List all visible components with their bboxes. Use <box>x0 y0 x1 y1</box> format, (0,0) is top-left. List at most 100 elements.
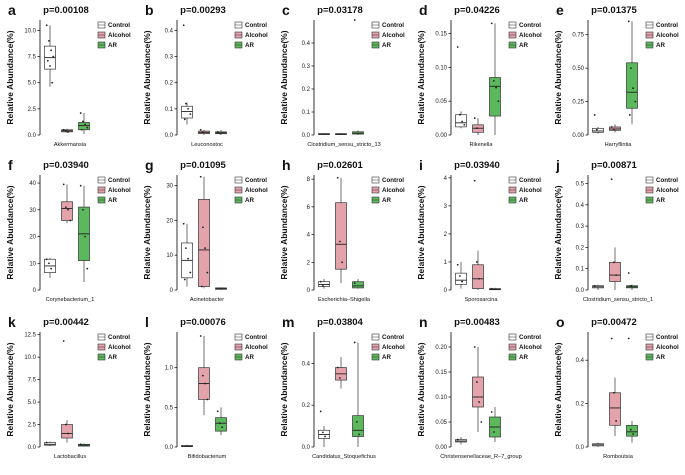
data-point <box>182 222 185 225</box>
y-tick-label: 0 <box>33 288 37 294</box>
legend-label-control: Control <box>656 177 678 184</box>
legend-label-alcohol: Alcohol <box>245 32 268 39</box>
data-point <box>339 240 341 243</box>
y-tick-label: 0.1 <box>576 267 585 273</box>
data-point <box>478 277 480 280</box>
data-point <box>199 175 202 178</box>
data-point <box>490 22 493 25</box>
data-point <box>613 261 615 264</box>
y-tick-label: 0.4 <box>576 203 585 209</box>
y-axis-label: Relative Abundance(%) <box>279 342 289 436</box>
legend-label-ar: AR <box>382 354 391 361</box>
data-point <box>630 428 632 431</box>
box-control <box>181 105 193 119</box>
x-axis-label: Harryflintia <box>605 142 633 148</box>
x-axis-label: Bifidobacterium <box>188 454 227 460</box>
y-tick-label: 4 <box>307 233 311 239</box>
data-point <box>65 423 67 426</box>
data-point <box>353 19 356 21</box>
data-point <box>219 422 221 425</box>
data-point <box>84 123 86 126</box>
y-tick-label: 0.00 <box>572 133 584 139</box>
panel-letter: b <box>145 2 154 18</box>
p-value-title: p=0.01095 <box>180 160 226 171</box>
data-point <box>476 127 478 130</box>
y-tick-label: 0.10 <box>435 65 447 71</box>
p-value-title: p=0.03940 <box>454 160 500 171</box>
y-tick-label: 0.1 <box>165 107 174 113</box>
panel-m: m p=0.03804 Relative Abundance(%) 0.0 0.2 0.4… <box>279 314 405 460</box>
legend-label-control: Control <box>108 177 130 184</box>
y-tick-label: 8 <box>307 177 311 183</box>
data-point <box>183 278 186 281</box>
y-axis-label: Relative Abundance(%) <box>279 30 289 124</box>
data-point <box>476 261 478 263</box>
data-point <box>86 126 89 129</box>
data-point <box>45 441 48 444</box>
legend-label-alcohol: Alcohol <box>245 187 268 194</box>
data-point <box>322 431 324 434</box>
data-point <box>596 128 598 131</box>
y-axis-label: Relative Abundance(%) <box>5 342 15 436</box>
legend-label-ar: AR <box>519 197 528 204</box>
data-point <box>634 100 637 103</box>
y-tick-label: 0.3 <box>576 224 585 230</box>
x-axis-label: Akkermansia <box>54 142 87 148</box>
y-axis-label: Relative Abundance(%) <box>142 30 152 124</box>
box-ar <box>626 424 638 437</box>
data-point <box>356 421 358 423</box>
data-point <box>459 113 461 116</box>
y-tick-label: 0.3 <box>165 55 174 61</box>
data-point <box>476 381 478 383</box>
legend-label-alcohol: Alcohol <box>245 344 268 351</box>
data-point <box>185 102 187 105</box>
data-point <box>324 435 326 438</box>
x-axis-label: Leuconostoc <box>191 142 223 148</box>
data-point <box>319 410 322 413</box>
data-point <box>456 263 459 266</box>
data-point <box>80 128 83 131</box>
p-value-title: p=0.03178 <box>317 5 363 16</box>
p-value-title: p=0.03940 <box>43 160 89 171</box>
x-axis-label: Christensenellaceae_R–7_group <box>440 454 521 460</box>
legend-label-ar: AR <box>519 354 528 361</box>
data-point <box>459 275 461 277</box>
data-point <box>67 432 69 435</box>
legend-label-alcohol: Alcohol <box>656 32 679 39</box>
y-tick-label: 0.0 <box>302 133 311 139</box>
legend-label-control: Control <box>245 177 267 184</box>
data-point <box>610 126 613 128</box>
p-value-title: p=0.04226 <box>454 5 500 16</box>
y-tick-label: 2 <box>307 260 311 266</box>
x-axis-label: Corynebacterium_1 <box>46 297 95 303</box>
y-tick-label: 0.5 <box>165 405 174 411</box>
legend-label-control: Control <box>245 22 267 29</box>
x-axis-label: Clostridium_sensu_stricto_1 <box>583 297 653 303</box>
data-point <box>336 176 339 179</box>
data-point <box>206 271 209 274</box>
panel-k: k p=0.00442 Relative Abundance(%) 0.0 2.5 5.0… <box>5 314 131 460</box>
legend-label-ar: AR <box>245 354 254 361</box>
data-point <box>613 391 615 394</box>
legend-label-control: Control <box>382 22 404 29</box>
y-axis-label: Relative Abundance(%) <box>416 30 426 124</box>
y-tick-label: 0.1 <box>302 110 311 116</box>
legend-label-alcohol: Alcohol <box>656 344 679 351</box>
y-tick-label: 0.0 <box>28 133 37 139</box>
data-point <box>84 235 86 238</box>
y-tick-label: 3 <box>444 204 448 210</box>
panel-a: a p=0.00108 Relative Abundance(%) 0.0 2.5 5.0… <box>5 2 131 148</box>
y-tick-label: 0.50 <box>572 66 584 72</box>
p-value-title: p=0.00871 <box>591 160 637 171</box>
panel-letter: n <box>419 314 428 330</box>
legend-label-control: Control <box>382 334 404 341</box>
panel-letter: l <box>145 314 149 330</box>
panel-j: j p=0.00871 Relative Abundance(%) 0.0 0.1 0.2… <box>553 157 679 303</box>
y-tick-label: 0.0 <box>165 133 174 139</box>
panel-letter: c <box>282 2 290 18</box>
y-tick-label: 0.00 <box>435 445 447 451</box>
p-value-title: p=0.00293 <box>180 5 226 16</box>
data-point <box>185 247 187 250</box>
y-tick-label: 0.2 <box>165 81 174 87</box>
data-point <box>478 401 480 403</box>
